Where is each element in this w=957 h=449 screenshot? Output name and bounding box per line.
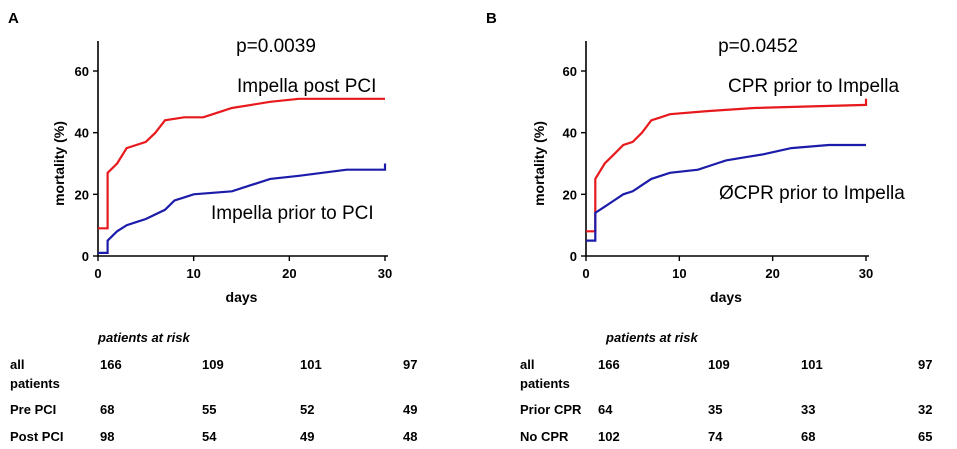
risk-cell: 109 — [202, 357, 224, 372]
risk-row-label-line: Pre PCI — [10, 402, 57, 417]
risk-row-label: Prior CPR — [520, 400, 581, 419]
risk-cell: 32 — [918, 402, 933, 417]
y-tick-label: 0 — [82, 249, 89, 264]
risk-cell: 68 — [801, 429, 816, 444]
risk-cell: 64 — [598, 402, 613, 417]
p-value-label: p=0.0039 — [236, 36, 316, 57]
y-tick-label: 60 — [75, 64, 89, 79]
risk-table-title: patients at risk — [606, 330, 698, 345]
risk-cell: 166 — [100, 357, 122, 372]
risk-cell: 97 — [918, 357, 933, 372]
x-tick-label: 30 — [378, 266, 392, 281]
series-label-1: Impella prior to PCI — [211, 203, 374, 224]
panel-a: A 0 20 40 60 0 10 20 30 days mortality (%) p=0.003… — [0, 0, 478, 449]
risk-row-label-line: No CPR — [520, 429, 569, 444]
risk-cell: 97 — [403, 357, 418, 372]
risk-row-label-line: all — [10, 357, 25, 372]
panel-letter: A — [8, 10, 19, 27]
risk-table-title: patients at risk — [98, 330, 190, 345]
risk-row-label: Pre PCI — [10, 400, 56, 419]
risk-row-label: all patients — [520, 355, 570, 393]
risk-row-label-line: patients — [520, 376, 570, 391]
risk-cell: 35 — [708, 402, 723, 417]
x-axis-label: days — [710, 289, 742, 305]
series-label-1: ØCPR prior to Impella — [719, 183, 905, 204]
panel-b: B 0 20 40 60 0 10 20 30 days mortality (%) p=0.045… — [478, 0, 956, 449]
risk-cell: 65 — [918, 429, 933, 444]
risk-row-label: Post PCI — [10, 427, 63, 446]
series-line-1 — [98, 163, 387, 254]
risk-cell: 55 — [202, 402, 217, 417]
series-label-0: Impella post PCI — [237, 76, 376, 97]
y-tick-label: 40 — [75, 126, 89, 141]
y-tick-label: 40 — [563, 126, 577, 141]
x-tick-label: 30 — [859, 266, 873, 281]
x-tick-label: 0 — [582, 266, 589, 281]
risk-row-label-line: all — [520, 357, 535, 372]
risk-cell: 109 — [708, 357, 730, 372]
risk-cell: 68 — [100, 402, 115, 417]
x-tick-label: 20 — [765, 266, 779, 281]
y-axis-label: mortality (%) — [531, 121, 547, 206]
x-tick-label: 10 — [186, 266, 200, 281]
risk-cell: 48 — [403, 429, 418, 444]
y-axis-label: mortality (%) — [51, 121, 67, 206]
risk-row-label-line: patients — [10, 376, 60, 391]
panel-letter: B — [486, 10, 497, 27]
risk-cell: 166 — [598, 357, 620, 372]
series-line-1 — [586, 143, 866, 242]
y-tick-label: 60 — [563, 64, 577, 79]
y-tick-label: 20 — [563, 187, 577, 202]
risk-cell: 54 — [202, 429, 217, 444]
risk-cell: 74 — [708, 429, 723, 444]
risk-row-label: No CPR — [520, 427, 568, 446]
risk-cell: 102 — [598, 429, 620, 444]
mortality-chart-b: 0 20 40 60 0 10 20 30 days mortality (%) p=0.0452 C… — [531, 36, 905, 305]
x-tick-label: 0 — [94, 266, 101, 281]
risk-cell: 33 — [801, 402, 816, 417]
risk-cell: 49 — [403, 402, 418, 417]
x-axis-label: days — [226, 289, 258, 305]
series-line-0 — [98, 97, 385, 230]
x-tick-label: 10 — [672, 266, 686, 281]
risk-cell: 98 — [100, 429, 115, 444]
risk-row-label: all patients — [10, 355, 60, 393]
risk-cell: 101 — [300, 357, 322, 372]
p-value-label: p=0.0452 — [718, 36, 798, 57]
risk-cell: 49 — [300, 429, 315, 444]
x-tick-label: 20 — [282, 266, 296, 281]
mortality-chart-a: 0 20 40 60 0 10 20 30 days mortality (%) p=0.0039 I… — [51, 36, 392, 305]
series-line-0 — [586, 98, 868, 233]
risk-cell: 52 — [300, 402, 315, 417]
y-tick-label: 20 — [75, 187, 89, 202]
risk-cell: 101 — [801, 357, 823, 372]
risk-row-label-line: Prior CPR — [520, 402, 582, 417]
series-label-0: CPR prior to Impella — [728, 76, 899, 97]
risk-row-label-line: Post PCI — [10, 429, 64, 444]
y-tick-label: 0 — [570, 249, 577, 264]
